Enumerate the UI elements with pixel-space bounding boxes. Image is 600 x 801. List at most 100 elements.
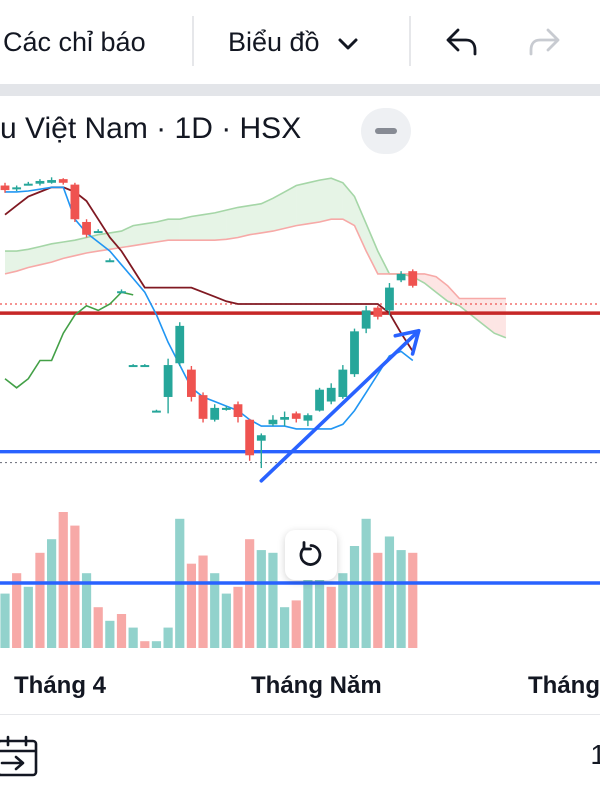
candle-body [361, 310, 371, 329]
cloud-segment [424, 273, 437, 293]
candle [280, 411, 289, 427]
candle [210, 404, 220, 422]
lagging-span [4, 291, 134, 389]
candle-body [0, 185, 10, 191]
cloud-segment [249, 203, 262, 235]
indicators-button[interactable]: Các chỉ báo [3, 22, 146, 62]
candle-body [233, 404, 243, 418]
cloud-segment [296, 182, 308, 226]
candle [105, 258, 115, 263]
candle [373, 305, 383, 320]
cloud-segment [51, 242, 64, 263]
cloud-segment [203, 212, 215, 241]
candle [361, 305, 371, 334]
cloud-segment [494, 298, 506, 338]
cloud-segment [109, 231, 122, 250]
cloud-segment [74, 237, 87, 256]
volume-bar [210, 573, 220, 648]
candle [303, 413, 313, 427]
bottom-toolbar: 1 [0, 714, 600, 801]
chart-pane[interactable] [0, 96, 600, 710]
cloud-segment [16, 249, 29, 272]
cloud-segment [284, 185, 297, 229]
candle-body [210, 407, 220, 420]
candle-body [396, 273, 406, 281]
candle [245, 418, 255, 461]
reset-icon [299, 541, 322, 566]
volume-bar [373, 552, 383, 648]
cloud-segment [261, 198, 273, 233]
cloud-segment [133, 223, 145, 246]
volume-bar [93, 607, 103, 648]
volume-bar [233, 586, 243, 648]
candle-body [163, 365, 173, 397]
cloud-segment [144, 221, 157, 244]
redo-icon[interactable] [526, 26, 562, 60]
volume-bar [23, 586, 33, 648]
volume-bar [140, 641, 150, 648]
volume-bar [81, 573, 92, 648]
time-label-may: Tháng Năm [251, 672, 382, 699]
candle-body [198, 395, 208, 419]
cloud-segment [98, 232, 110, 252]
volume-bar [326, 586, 336, 648]
cloud-segment [272, 191, 285, 232]
candle-body [385, 287, 394, 311]
candle-body [105, 260, 115, 263]
candle-body [187, 369, 196, 397]
cloud-segment [28, 246, 40, 268]
volume-bar [408, 552, 418, 648]
date-range-icon[interactable] [0, 735, 42, 779]
candle [140, 364, 150, 368]
candle-body [23, 183, 33, 186]
candle [256, 433, 266, 469]
volume-bar [116, 614, 127, 648]
cloud-segment [482, 298, 495, 334]
candle [0, 182, 10, 193]
cloud-segment [307, 180, 320, 224]
cloud-segment [436, 276, 448, 302]
reset-chart-button[interactable] [285, 530, 337, 580]
candle [163, 358, 173, 414]
candle [175, 322, 185, 366]
cloud-segment [39, 243, 52, 265]
candle-body [35, 180, 45, 184]
leading-span-a [5, 177, 507, 339]
candle [233, 401, 243, 423]
candle [315, 387, 324, 412]
candle [221, 406, 231, 411]
candle [385, 283, 394, 315]
time-label-june: Tháng [528, 672, 600, 699]
candle [93, 229, 103, 234]
collapse-legend-button[interactable] [361, 108, 411, 154]
candle-body [350, 331, 359, 375]
toolbar-separator-band [0, 84, 600, 96]
volume-bar [268, 552, 278, 648]
candle-body [128, 365, 138, 368]
candle [70, 182, 80, 222]
volume-bar [314, 546, 325, 648]
candle [12, 185, 22, 191]
time-label-april: Tháng 4 [14, 672, 107, 699]
volume-bar [256, 550, 266, 648]
chart-type-dropdown[interactable]: Biểu đồ [228, 22, 359, 62]
volume-bar [384, 536, 395, 648]
volume-bars [0, 512, 418, 648]
candle [117, 289, 126, 294]
cloud-segment [121, 225, 134, 248]
candle-body [175, 325, 185, 364]
cloud-segment [5, 251, 17, 274]
cloud-segment [214, 210, 227, 241]
volume-bar [35, 552, 45, 648]
candle [396, 271, 406, 283]
candle-body [221, 407, 231, 410]
volume-bar [280, 607, 290, 648]
volume-bar [245, 539, 255, 648]
time-axis: Tháng 4 Tháng Năm Tháng [0, 660, 600, 708]
undo-icon[interactable] [444, 26, 480, 60]
trend-arrow-shaft [259, 328, 421, 483]
candle-body [268, 419, 278, 425]
candle-body [12, 187, 22, 190]
candle [408, 269, 418, 288]
volume-bar [0, 593, 10, 648]
